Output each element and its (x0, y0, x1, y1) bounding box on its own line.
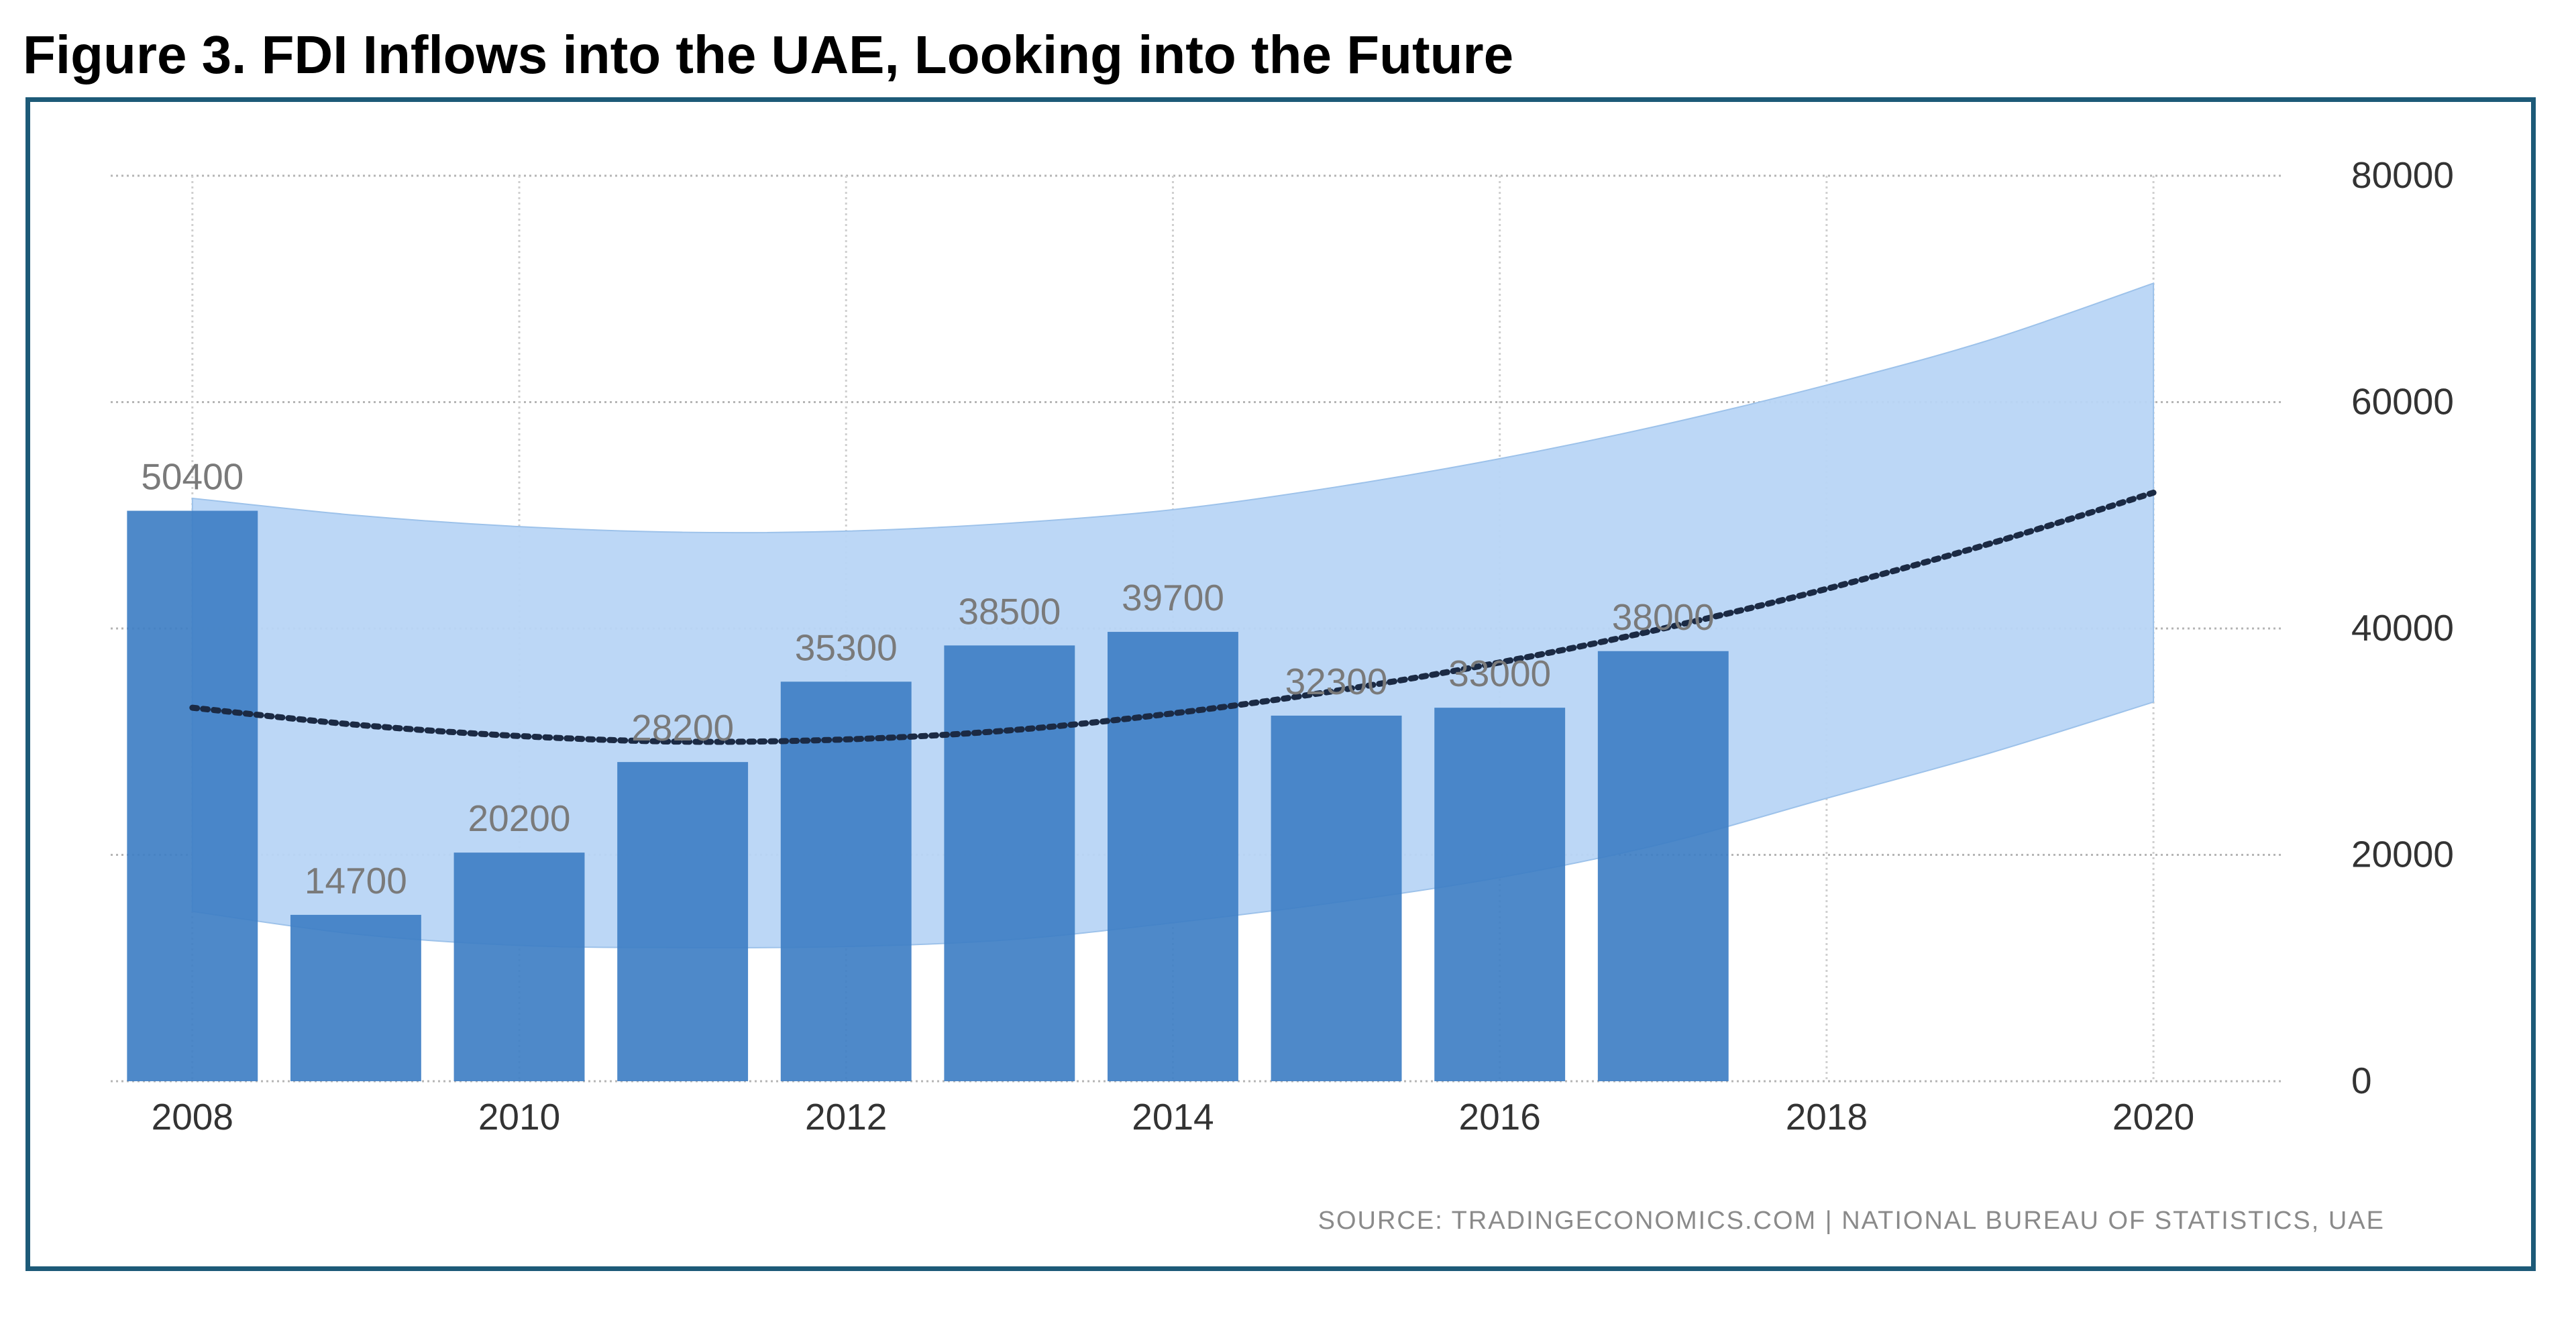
bar-2013 (944, 645, 1075, 1081)
x-tick-label-2012: 2012 (805, 1096, 887, 1138)
bar-2017 (1597, 651, 1729, 1081)
source-note: SOURCE: TRADINGECONOMICS.COM | NATIONAL … (1318, 1207, 2385, 1235)
x-tick-label-2016: 2016 (1458, 1096, 1540, 1138)
bar-2016 (1434, 708, 1566, 1081)
bar-2009 (290, 914, 421, 1081)
data-label-2013: 38500 (958, 590, 1061, 632)
figure-title: Figure 3. FDI Inflows into the UAE, Look… (23, 25, 1514, 85)
data-label-2015: 32300 (1285, 661, 1388, 702)
y-tick-label-40000: 40000 (2351, 607, 2454, 649)
data-label-2012: 35300 (795, 626, 898, 668)
data-label-2011: 28200 (631, 707, 734, 749)
data-label-layer: 50400 14700 20200 28200 35300 38500 39700 32300… (141, 456, 1714, 901)
data-label-2014: 39700 (1122, 577, 1224, 618)
data-label-2016: 33000 (1448, 653, 1551, 694)
x-tick-label-2020: 2020 (2112, 1096, 2194, 1138)
y-tick-label-20000: 20000 (2351, 834, 2454, 875)
bar-2010 (453, 853, 585, 1081)
bar-layer (127, 510, 1729, 1081)
y-tick-label-60000: 60000 (2351, 381, 2454, 423)
axis-layer: 0 20000 40000 60000 80000 2008 2010 2012 2014 201… (152, 154, 2454, 1138)
data-label-2017: 38000 (1612, 596, 1715, 638)
chart-frame: 50400 14700 20200 28200 35300 38500 39700 32300… (25, 97, 2536, 1271)
data-label-2010: 20200 (468, 798, 571, 839)
data-label-2009: 14700 (305, 860, 407, 901)
bar-2015 (1271, 715, 1402, 1081)
data-label-2008: 50400 (141, 456, 244, 498)
bar-2008 (127, 510, 258, 1081)
y-tick-label-80000: 80000 (2351, 154, 2454, 196)
bar-2012 (780, 681, 912, 1081)
x-tick-label-2010: 2010 (478, 1096, 560, 1138)
bar-2011 (617, 762, 749, 1081)
x-tick-label-2008: 2008 (152, 1096, 233, 1138)
y-tick-label-0: 0 (2351, 1060, 2372, 1101)
bar-2014 (1108, 632, 1238, 1081)
trend-line (189, 490, 2157, 745)
x-tick-label-2018: 2018 (1786, 1096, 1868, 1138)
x-tick-label-2014: 2014 (1132, 1096, 1214, 1138)
trend-layer (189, 490, 2157, 745)
